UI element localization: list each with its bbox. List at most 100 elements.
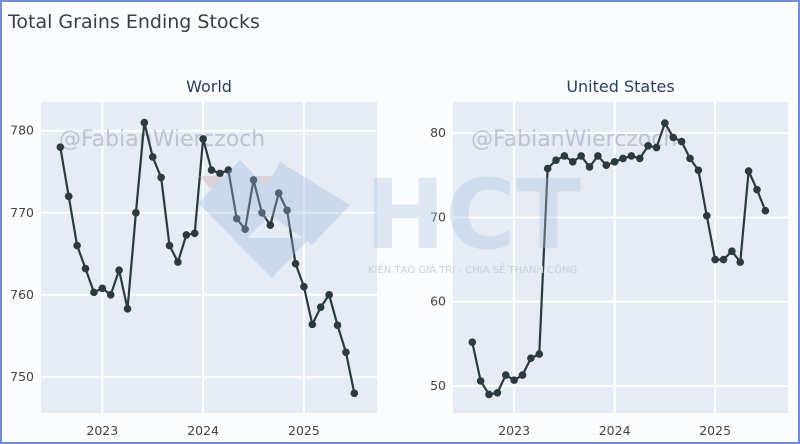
data-point: [552, 156, 560, 164]
data-point: [677, 137, 686, 146]
data-point: [148, 153, 157, 161]
data-point: [761, 206, 770, 215]
data-point: [493, 388, 502, 397]
data-point: [316, 303, 325, 311]
data-point: [468, 338, 477, 347]
y-tick-label: 780: [10, 123, 34, 138]
data-point: [64, 192, 73, 201]
data-point: [207, 166, 216, 174]
data-point: [258, 208, 266, 217]
data-point: [661, 119, 669, 127]
y-tick-label: 80: [430, 125, 446, 140]
data-point: [728, 247, 736, 255]
y-tick-label: 70: [430, 209, 446, 224]
x-tick-label: 2023: [86, 423, 118, 438]
x-tick-label: 2025: [699, 423, 731, 438]
data-point: [585, 163, 594, 171]
data-point: [577, 152, 585, 160]
data-point: [485, 390, 493, 399]
data-point: [744, 167, 753, 175]
data-point: [140, 118, 149, 127]
data-point: [325, 291, 333, 299]
logo-diamond-blue: [232, 238, 310, 278]
data-point: [702, 211, 711, 220]
x-tick-label: 2023: [498, 423, 530, 438]
data-point: [115, 266, 123, 275]
data-point: [527, 354, 535, 363]
data-point: [535, 350, 544, 358]
data-point: [560, 152, 569, 160]
data-point: [342, 348, 350, 357]
data-point: [669, 133, 678, 142]
logo-diamond-red: [198, 176, 282, 217]
data-point: [165, 241, 174, 250]
data-point: [543, 164, 552, 173]
data-point: [652, 143, 661, 152]
data-point: [686, 154, 694, 163]
data-point: [216, 169, 224, 178]
data-point: [518, 371, 527, 379]
panel-united-states: United States 50 60 70 80 2023 2024 2025 @Fabian…: [430, 77, 788, 438]
data-point: [56, 143, 65, 151]
data-point: [266, 221, 275, 229]
data-point: [711, 255, 719, 264]
data-point: [635, 154, 644, 163]
data-point: [308, 320, 317, 329]
y-tick-label: 760: [10, 287, 34, 302]
data-point: [300, 282, 308, 291]
panel-world: World 750 760 770 780 2023 2024 2025 @FabianWier…: [10, 77, 377, 438]
data-point: [501, 371, 510, 379]
data-point: [283, 206, 291, 215]
data-point: [199, 135, 207, 143]
data-point: [123, 304, 132, 313]
data-point: [291, 259, 300, 268]
data-point: [157, 173, 165, 182]
data-point: [73, 241, 81, 250]
data-point: [224, 166, 233, 174]
data-point: [619, 154, 627, 163]
data-point: [719, 255, 728, 264]
plot-area: [41, 102, 377, 413]
data-point: [249, 176, 258, 184]
hct-logo-watermark: HCT: [198, 159, 581, 278]
data-point: [736, 258, 745, 266]
logo-diamond-blue: [256, 162, 350, 245]
data-point: [81, 264, 90, 273]
data-point: [753, 185, 761, 194]
plot-area: [453, 102, 788, 413]
chart-title: Total Grains Ending Stocks: [7, 11, 260, 33]
logo-text: HCT: [365, 159, 581, 271]
x-tick-label: 2024: [187, 423, 219, 438]
data-point: [644, 142, 652, 150]
subplot-title: United States: [566, 77, 674, 96]
subplot-title: World: [186, 77, 232, 96]
data-point: [333, 321, 342, 329]
logo-diamond-blue: [198, 160, 282, 245]
y-tick-label: 750: [10, 369, 34, 384]
data-point: [602, 161, 611, 170]
data-point: [694, 166, 703, 175]
data-point: [90, 288, 98, 297]
data-point: [106, 291, 115, 299]
y-tick-label: 50: [430, 378, 446, 393]
data-point: [98, 284, 107, 293]
watermark-tagline: KIẾN TẠO GIÁ TRỊ - CHIA SẺ THÀNH CÔNG: [368, 262, 577, 276]
data-point: [232, 214, 241, 223]
y-tick-label: 60: [430, 294, 446, 309]
watermark-author: @FabianWierczoch: [59, 127, 265, 152]
data-point: [610, 158, 619, 166]
data-point: [241, 225, 249, 233]
data-point: [274, 189, 283, 197]
data-point: [350, 389, 359, 398]
data-point: [174, 258, 182, 266]
data-point: [476, 377, 485, 385]
x-tick-label: 2025: [288, 423, 320, 438]
watermark-author: @FabianWierczoch: [471, 127, 677, 152]
data-point: [182, 231, 191, 239]
data-point: [132, 208, 140, 217]
data-point: [568, 158, 577, 166]
data-point: [594, 152, 602, 160]
data-point: [510, 376, 518, 384]
data-point: [190, 229, 199, 238]
